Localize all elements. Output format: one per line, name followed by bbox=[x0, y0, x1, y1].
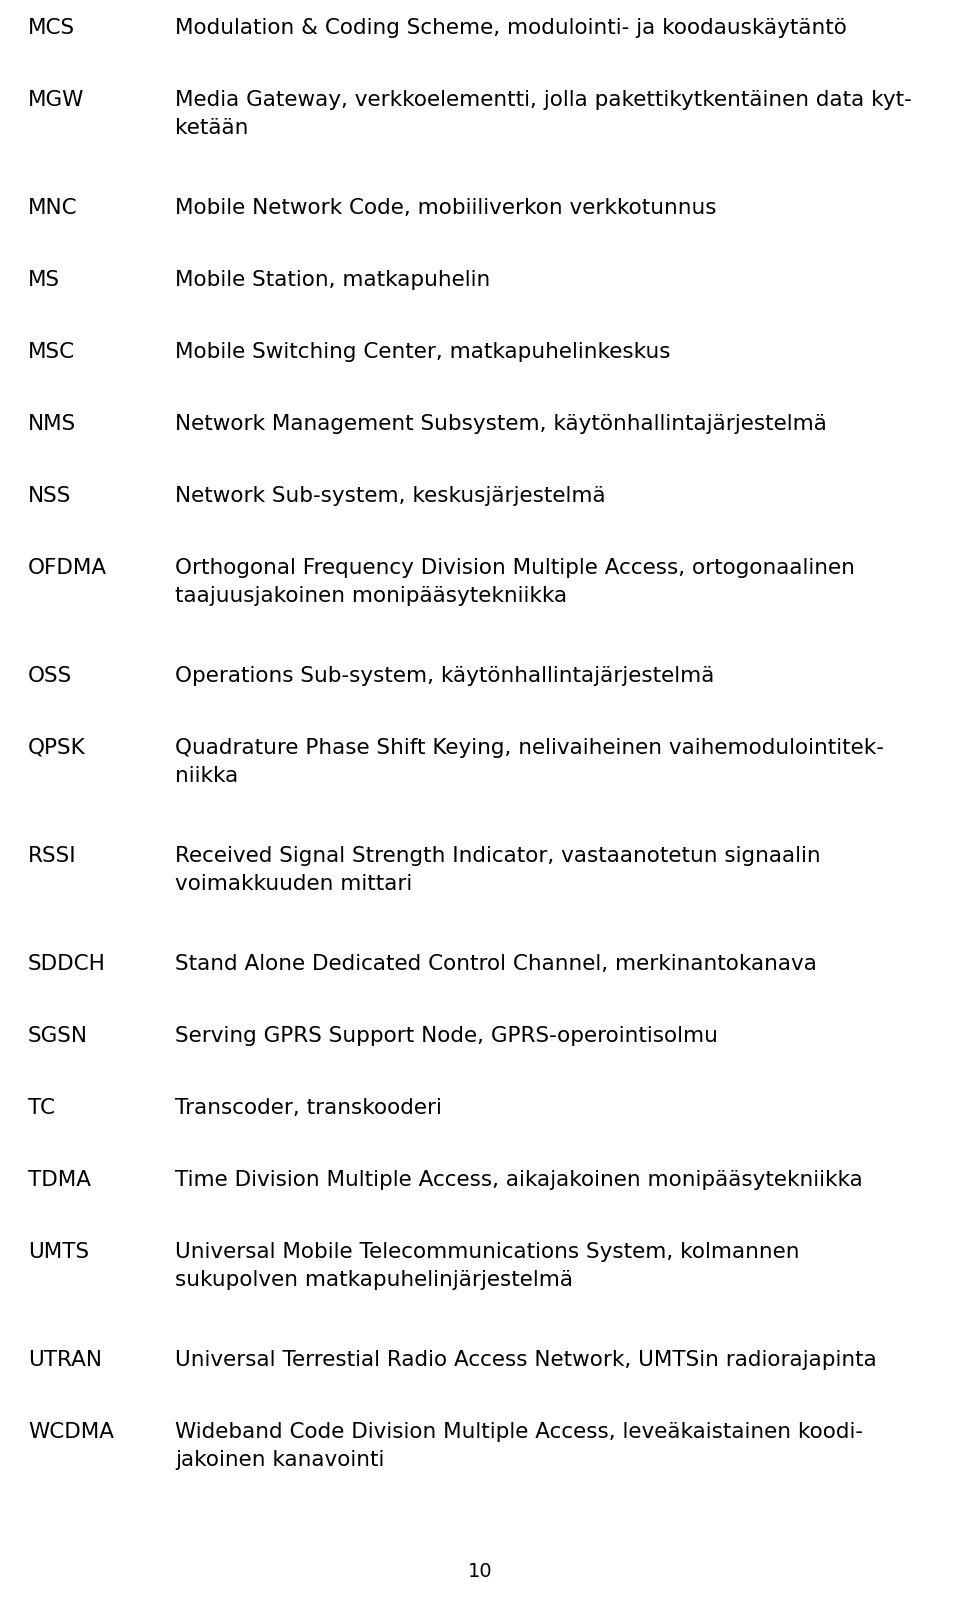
Text: 10: 10 bbox=[468, 1562, 492, 1581]
Text: voimakkuuden mittari: voimakkuuden mittari bbox=[175, 875, 412, 894]
Text: Mobile Switching Center, matkapuhelinkeskus: Mobile Switching Center, matkapuhelinkes… bbox=[175, 342, 670, 361]
Text: Network Management Subsystem, käytönhallintajärjestelmä: Network Management Subsystem, käytönhall… bbox=[175, 414, 827, 433]
Text: TDMA: TDMA bbox=[28, 1170, 91, 1190]
Text: UTRAN: UTRAN bbox=[28, 1350, 102, 1370]
Text: OFDMA: OFDMA bbox=[28, 558, 108, 577]
Text: jakoinen kanavointi: jakoinen kanavointi bbox=[175, 1450, 384, 1469]
Text: Modulation & Coding Scheme, modulointi- ja koodauskäytäntö: Modulation & Coding Scheme, modulointi- … bbox=[175, 18, 847, 38]
Text: Transcoder, transkooderi: Transcoder, transkooderi bbox=[175, 1099, 442, 1118]
Text: Quadrature Phase Shift Keying, nelivaiheinen vaihemodulointitek-: Quadrature Phase Shift Keying, nelivaihe… bbox=[175, 739, 884, 758]
Text: QPSK: QPSK bbox=[28, 739, 85, 758]
Text: ketään: ketään bbox=[175, 118, 249, 138]
Text: TC: TC bbox=[28, 1099, 55, 1118]
Text: Mobile Network Code, mobiiliverkon verkkotunnus: Mobile Network Code, mobiiliverkon verkk… bbox=[175, 198, 716, 217]
Text: Mobile Station, matkapuhelin: Mobile Station, matkapuhelin bbox=[175, 270, 491, 289]
Text: MS: MS bbox=[28, 270, 60, 289]
Text: Serving GPRS Support Node, GPRS-operointisolmu: Serving GPRS Support Node, GPRS-operoint… bbox=[175, 1027, 718, 1046]
Text: MCS: MCS bbox=[28, 18, 75, 38]
Text: NMS: NMS bbox=[28, 414, 76, 433]
Text: Wideband Code Division Multiple Access, leveäkaistainen koodi-: Wideband Code Division Multiple Access, … bbox=[175, 1422, 863, 1442]
Text: NSS: NSS bbox=[28, 486, 71, 505]
Text: MSC: MSC bbox=[28, 342, 75, 361]
Text: niikka: niikka bbox=[175, 766, 238, 787]
Text: OSS: OSS bbox=[28, 667, 72, 686]
Text: RSSI: RSSI bbox=[28, 846, 77, 867]
Text: Network Sub-system, keskusjärjestelmä: Network Sub-system, keskusjärjestelmä bbox=[175, 486, 606, 505]
Text: sukupolven matkapuhelinjärjestelmä: sukupolven matkapuhelinjärjestelmä bbox=[175, 1270, 573, 1290]
Text: Universal Terrestial Radio Access Network, UMTSin radiorajapinta: Universal Terrestial Radio Access Networ… bbox=[175, 1350, 876, 1370]
Text: SGSN: SGSN bbox=[28, 1027, 88, 1046]
Text: Stand Alone Dedicated Control Channel, merkinantokanava: Stand Alone Dedicated Control Channel, m… bbox=[175, 955, 817, 974]
Text: Media Gateway, verkkoelementti, jolla pakettikytkentäinen data kyt-: Media Gateway, verkkoelementti, jolla pa… bbox=[175, 90, 912, 110]
Text: Orthogonal Frequency Division Multiple Access, ortogonaalinen: Orthogonal Frequency Division Multiple A… bbox=[175, 558, 854, 577]
Text: Operations Sub-system, käytönhallintajärjestelmä: Operations Sub-system, käytönhallintajär… bbox=[175, 667, 714, 686]
Text: taajuusjakoinen monipääsytekniikka: taajuusjakoinen monipääsytekniikka bbox=[175, 585, 567, 606]
Text: SDDCH: SDDCH bbox=[28, 955, 106, 974]
Text: WCDMA: WCDMA bbox=[28, 1422, 114, 1442]
Text: UMTS: UMTS bbox=[28, 1242, 89, 1262]
Text: MNC: MNC bbox=[28, 198, 78, 217]
Text: Time Division Multiple Access, aikajakoinen monipääsytekniikka: Time Division Multiple Access, aikajakoi… bbox=[175, 1170, 863, 1190]
Text: Received Signal Strength Indicator, vastaanotetun signaalin: Received Signal Strength Indicator, vast… bbox=[175, 846, 821, 867]
Text: MGW: MGW bbox=[28, 90, 84, 110]
Text: Universal Mobile Telecommunications System, kolmannen: Universal Mobile Telecommunications Syst… bbox=[175, 1242, 800, 1262]
